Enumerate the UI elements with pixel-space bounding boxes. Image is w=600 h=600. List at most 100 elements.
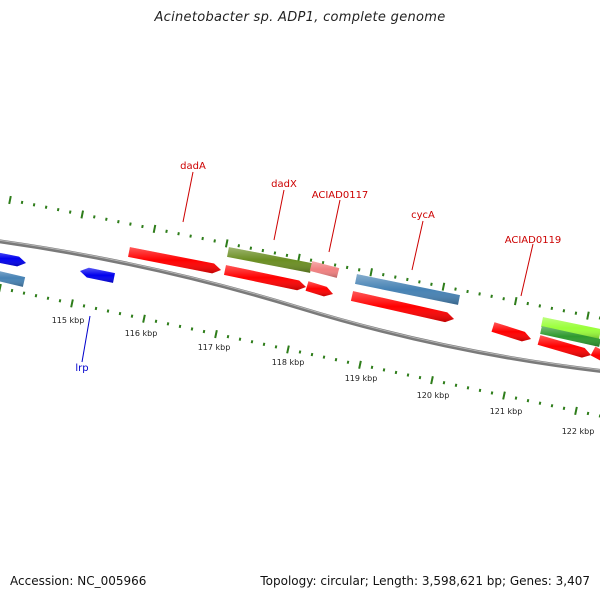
inner-tick (94, 306, 98, 311)
outer-tick (574, 311, 578, 315)
inner-tick (58, 299, 62, 303)
outer-tick (261, 248, 265, 253)
gene-label-text: cycA (411, 210, 435, 221)
inner-tick (358, 360, 362, 369)
gene-label-text: dadA (180, 161, 206, 172)
gene-label-text: lrp (75, 363, 88, 374)
outer-tick (381, 272, 385, 277)
outer-tick (333, 263, 337, 267)
kbp-label: 117 kbp (198, 343, 231, 352)
kbp-label: 122 kbp (562, 427, 595, 436)
inner-tick (22, 291, 26, 295)
gene-green-shade (540, 326, 600, 347)
gene-label-text: ACIAD0119 (505, 235, 562, 246)
outer-tick (321, 260, 325, 265)
gene-label-ACIAD0119[interactable]: ACIAD0119 (505, 235, 562, 297)
kbp-label: 116 kbp (125, 329, 158, 338)
outer-tick (418, 280, 421, 284)
inner-tick (286, 345, 290, 354)
outer-tick (490, 294, 493, 298)
inner-tick (502, 391, 506, 400)
inner-tick (538, 401, 542, 405)
outer-tick (249, 246, 253, 250)
inner-tick (166, 322, 170, 326)
outer-tick (93, 215, 96, 219)
outer-tick (357, 268, 361, 272)
inner-tick (334, 358, 338, 362)
gene-label-lrp[interactable]: lrp (75, 315, 91, 374)
inner-tick (214, 329, 218, 339)
gene-label-text: ACIAD0117 (312, 190, 369, 201)
kbp-label: 115 kbp (52, 316, 85, 325)
inner-tick (574, 406, 578, 416)
genome-backbone (0, 239, 600, 373)
outer-tick (466, 289, 469, 294)
outer-tick (213, 239, 216, 243)
outer-tick (80, 210, 85, 219)
inner-tick (430, 376, 434, 385)
inner-tick (346, 360, 350, 364)
gene-red-b-shade (223, 265, 306, 291)
outer-tick (152, 224, 157, 234)
kbp-label: 118 kbp (272, 358, 305, 367)
outer-tick (165, 229, 168, 233)
gene-dadA-shade (128, 247, 221, 274)
outer-tick (224, 239, 229, 248)
outer-tick (201, 236, 204, 241)
gene-label-cycA[interactable]: cycA (411, 210, 435, 271)
inner-tick (106, 309, 110, 313)
gene-red-f-shade (590, 346, 600, 361)
gene-ACIAD0119-shade (491, 322, 531, 342)
outer-tick (526, 301, 530, 306)
outer-tick (513, 297, 518, 306)
outer-tick (56, 207, 60, 212)
inner-tick (34, 294, 38, 298)
outer-tick (345, 265, 349, 270)
outer-tick (20, 200, 24, 205)
gene-label-dadX[interactable]: dadX (271, 179, 297, 241)
genome-backbone-highlight (0, 239, 600, 371)
inner-tick (454, 383, 458, 387)
outer-tick (117, 220, 120, 224)
inner-tick (394, 370, 398, 375)
outer-tick-ring (8, 195, 600, 320)
inner-tick (562, 406, 566, 410)
outer-tick (189, 234, 192, 238)
inner-tick-ring (0, 283, 600, 418)
inner-tick (154, 319, 158, 323)
inner-tick (226, 334, 230, 339)
kbp-label: 121 kbp (490, 407, 523, 416)
inner-tick (490, 391, 494, 395)
gene-label-ACIAD0117[interactable]: ACIAD0117 (312, 190, 369, 253)
gene-red-d-shade (350, 291, 454, 323)
inner-tick (190, 327, 194, 331)
inner-tick (10, 288, 14, 293)
inner-tick (70, 299, 74, 308)
outer-tick (454, 287, 457, 291)
gene-features (0, 247, 600, 361)
outer-tick (369, 268, 373, 277)
inner-tick (262, 342, 266, 346)
gene-dadX-shade (227, 247, 312, 273)
outer-tick (237, 244, 241, 248)
gene-label-dadA[interactable]: dadA (180, 161, 206, 223)
inner-tick (202, 329, 206, 334)
outer-tick (297, 253, 301, 262)
inner-tick (370, 365, 374, 370)
inner-tick (82, 304, 86, 308)
gene-red-e-shade (537, 335, 591, 358)
outer-tick (502, 297, 505, 301)
gene-ACIAD0117-shade (309, 261, 340, 278)
gene-label-text: dadX (271, 179, 297, 190)
outer-tick (562, 309, 566, 313)
inner-tick (118, 311, 122, 316)
accession-text: Accession: NC_005966 (10, 574, 147, 588)
outer-tick (550, 306, 554, 311)
inner-tick (142, 314, 146, 323)
inner-tick (130, 314, 134, 318)
gene-lime-shade (540, 317, 600, 339)
outer-tick (129, 222, 132, 226)
kbp-label: 120 kbp (417, 391, 450, 400)
inner-tick (526, 398, 530, 403)
